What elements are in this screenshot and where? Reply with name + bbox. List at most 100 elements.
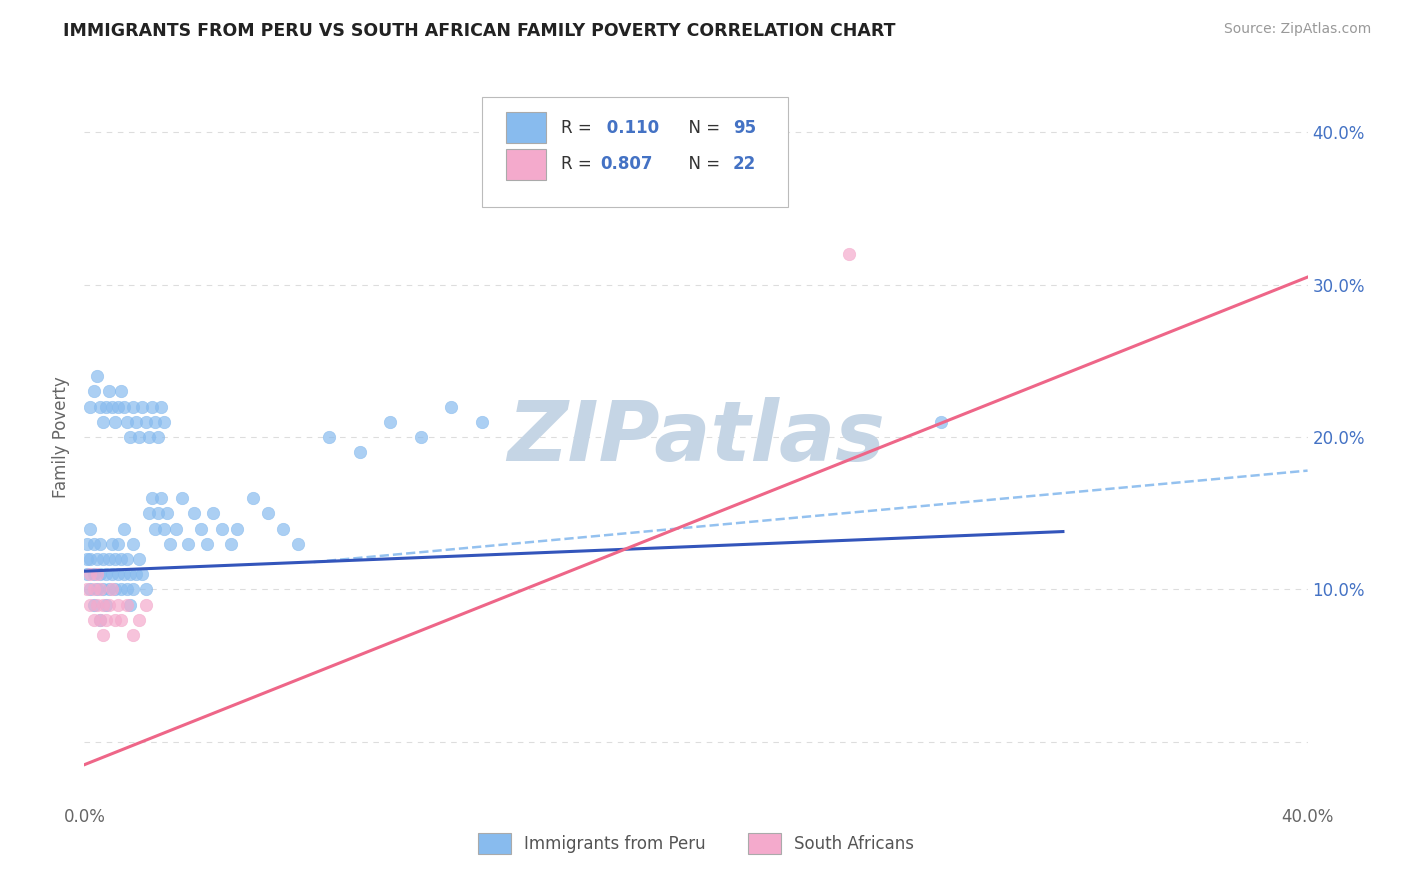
Y-axis label: Family Poverty: Family Poverty xyxy=(52,376,70,498)
Point xyxy=(110,552,132,566)
Point xyxy=(153,521,176,535)
Point xyxy=(122,537,145,551)
Point xyxy=(122,628,145,642)
Point xyxy=(128,552,150,566)
Point xyxy=(156,506,179,520)
Point xyxy=(91,628,114,642)
Point xyxy=(112,567,135,582)
Point xyxy=(409,430,432,444)
Point xyxy=(146,430,169,444)
Point xyxy=(83,582,105,597)
Point xyxy=(122,400,145,414)
Point xyxy=(83,537,105,551)
Point xyxy=(89,400,111,414)
Point xyxy=(86,567,108,582)
Point xyxy=(128,430,150,444)
Point xyxy=(242,491,264,505)
Point xyxy=(120,598,142,612)
Point xyxy=(79,521,101,535)
Point xyxy=(201,506,224,520)
Point xyxy=(165,521,187,535)
Text: R =: R = xyxy=(561,119,598,136)
Point xyxy=(143,415,166,429)
Point xyxy=(94,400,117,414)
Point xyxy=(76,567,98,582)
Point xyxy=(89,582,111,597)
Point xyxy=(107,598,129,612)
Point xyxy=(131,400,153,414)
Point xyxy=(349,445,371,459)
Point xyxy=(122,582,145,597)
Point xyxy=(287,537,309,551)
Point xyxy=(131,567,153,582)
Point xyxy=(177,537,200,551)
Point xyxy=(86,598,108,612)
Point xyxy=(183,506,205,520)
Point xyxy=(318,430,340,444)
Point xyxy=(83,567,105,582)
Text: IMMIGRANTS FROM PERU VS SOUTH AFRICAN FAMILY POVERTY CORRELATION CHART: IMMIGRANTS FROM PERU VS SOUTH AFRICAN FA… xyxy=(63,22,896,40)
Point xyxy=(79,582,101,597)
FancyBboxPatch shape xyxy=(506,149,546,179)
Point xyxy=(97,598,120,612)
Point xyxy=(83,613,105,627)
Point xyxy=(94,598,117,612)
Point xyxy=(83,384,105,399)
Point xyxy=(91,598,114,612)
Text: ZIPatlas: ZIPatlas xyxy=(508,397,884,477)
Point xyxy=(115,552,138,566)
Point xyxy=(86,552,108,566)
Point xyxy=(76,552,98,566)
Point xyxy=(89,613,111,627)
Point xyxy=(86,369,108,384)
Point xyxy=(138,430,160,444)
Point xyxy=(219,537,242,551)
Point xyxy=(143,521,166,535)
Text: 0.110: 0.110 xyxy=(600,119,658,136)
Point xyxy=(91,582,114,597)
Point xyxy=(112,400,135,414)
Point xyxy=(380,415,402,429)
Point xyxy=(91,552,114,566)
Point xyxy=(79,400,101,414)
Point xyxy=(112,521,135,535)
Point xyxy=(104,613,127,627)
Point xyxy=(226,521,249,535)
Point xyxy=(195,537,218,551)
Point xyxy=(104,582,127,597)
Point xyxy=(110,613,132,627)
Point xyxy=(257,506,280,520)
Point xyxy=(107,400,129,414)
Point xyxy=(101,537,124,551)
Point xyxy=(101,567,124,582)
Point xyxy=(94,613,117,627)
Point xyxy=(79,567,101,582)
Point xyxy=(120,430,142,444)
Point xyxy=(97,582,120,597)
Point xyxy=(115,415,138,429)
Point xyxy=(76,582,98,597)
Point xyxy=(153,415,176,429)
Point xyxy=(211,521,233,535)
Point xyxy=(138,506,160,520)
Point xyxy=(120,567,142,582)
Point xyxy=(159,537,181,551)
Point xyxy=(115,598,138,612)
Point xyxy=(97,384,120,399)
Point xyxy=(79,598,101,612)
Point xyxy=(172,491,194,505)
Text: N =: N = xyxy=(678,155,725,173)
FancyBboxPatch shape xyxy=(506,112,546,143)
Point xyxy=(838,247,860,261)
Point xyxy=(101,400,124,414)
Point xyxy=(141,491,163,505)
Point xyxy=(89,567,111,582)
Point xyxy=(97,552,120,566)
Point xyxy=(107,567,129,582)
Point xyxy=(149,400,172,414)
Point xyxy=(149,491,172,505)
Point xyxy=(440,400,463,414)
Point xyxy=(91,415,114,429)
Point xyxy=(115,582,138,597)
Point xyxy=(125,415,148,429)
